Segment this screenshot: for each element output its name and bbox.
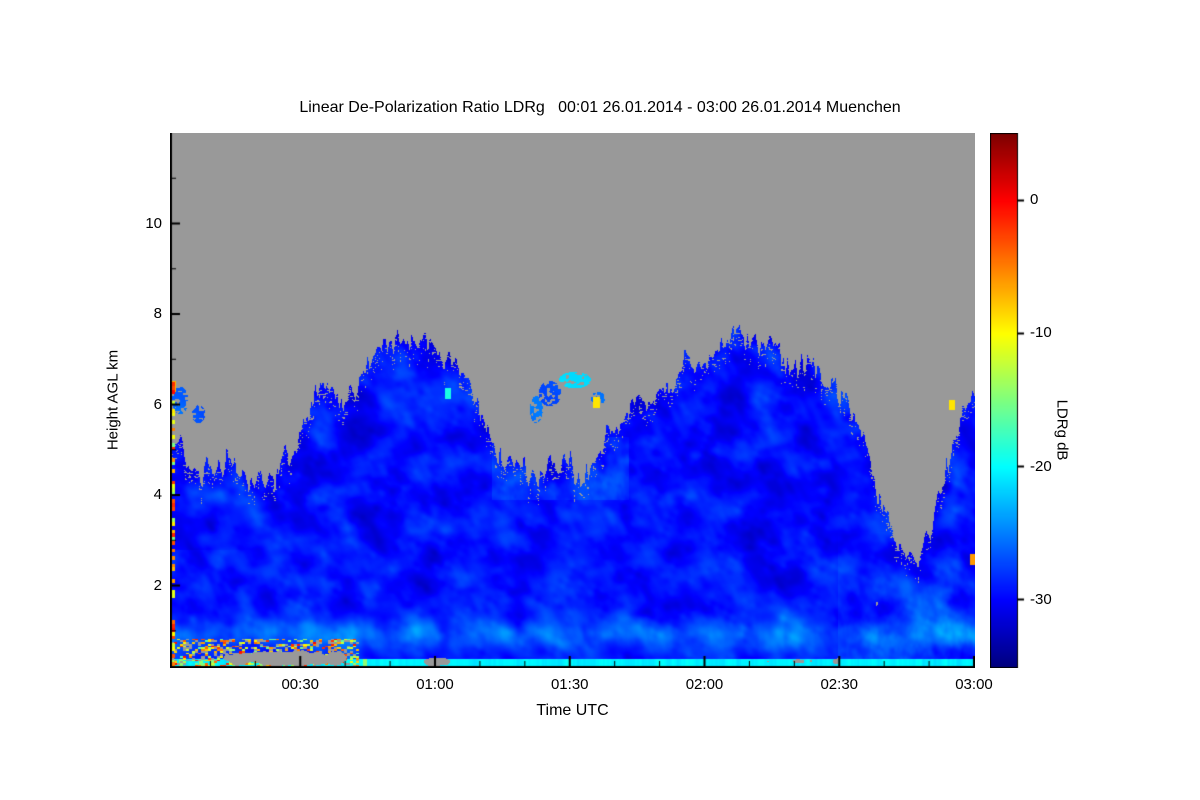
colorbar-canvas <box>990 133 1026 668</box>
y-tick-label: 10 <box>145 214 162 232</box>
x-tick-label: 00:30 <box>281 676 320 693</box>
y-tick-labels: 2 4 6 8 10 <box>0 133 162 668</box>
chart-title: Linear De-Polarization Ratio LDRg 00:01 … <box>299 99 901 116</box>
y-tick-label: 4 <box>153 486 162 504</box>
colorbar-tick-labels: 0 -10 -20 -30 <box>1030 133 1090 668</box>
colorbar-label: LDRg dB <box>1053 399 1071 461</box>
colorbar-tick-label: -20 <box>1030 457 1052 475</box>
x-tick-label: 03:00 <box>955 676 993 693</box>
colorbar-tick-label: 0 <box>1030 190 1039 208</box>
colorbar-tick-label: -10 <box>1030 324 1052 342</box>
x-tick-labels: 00:30 01:00 01:30 02:00 02:30 03:00 <box>170 676 992 696</box>
y-tick-label: 8 <box>153 305 162 323</box>
x-tick-label: 02:00 <box>685 676 724 693</box>
y-tick-label: 6 <box>153 395 162 413</box>
y-tick-label: 2 <box>153 576 162 594</box>
x-axis-label: Time UTC <box>536 702 609 719</box>
colorbar-tick-label: -30 <box>1030 591 1052 609</box>
heatmap-canvas <box>170 133 975 668</box>
x-tick-label: 02:30 <box>820 676 859 693</box>
x-tick-label: 01:00 <box>416 676 454 693</box>
x-tick-label: 01:30 <box>550 676 589 693</box>
